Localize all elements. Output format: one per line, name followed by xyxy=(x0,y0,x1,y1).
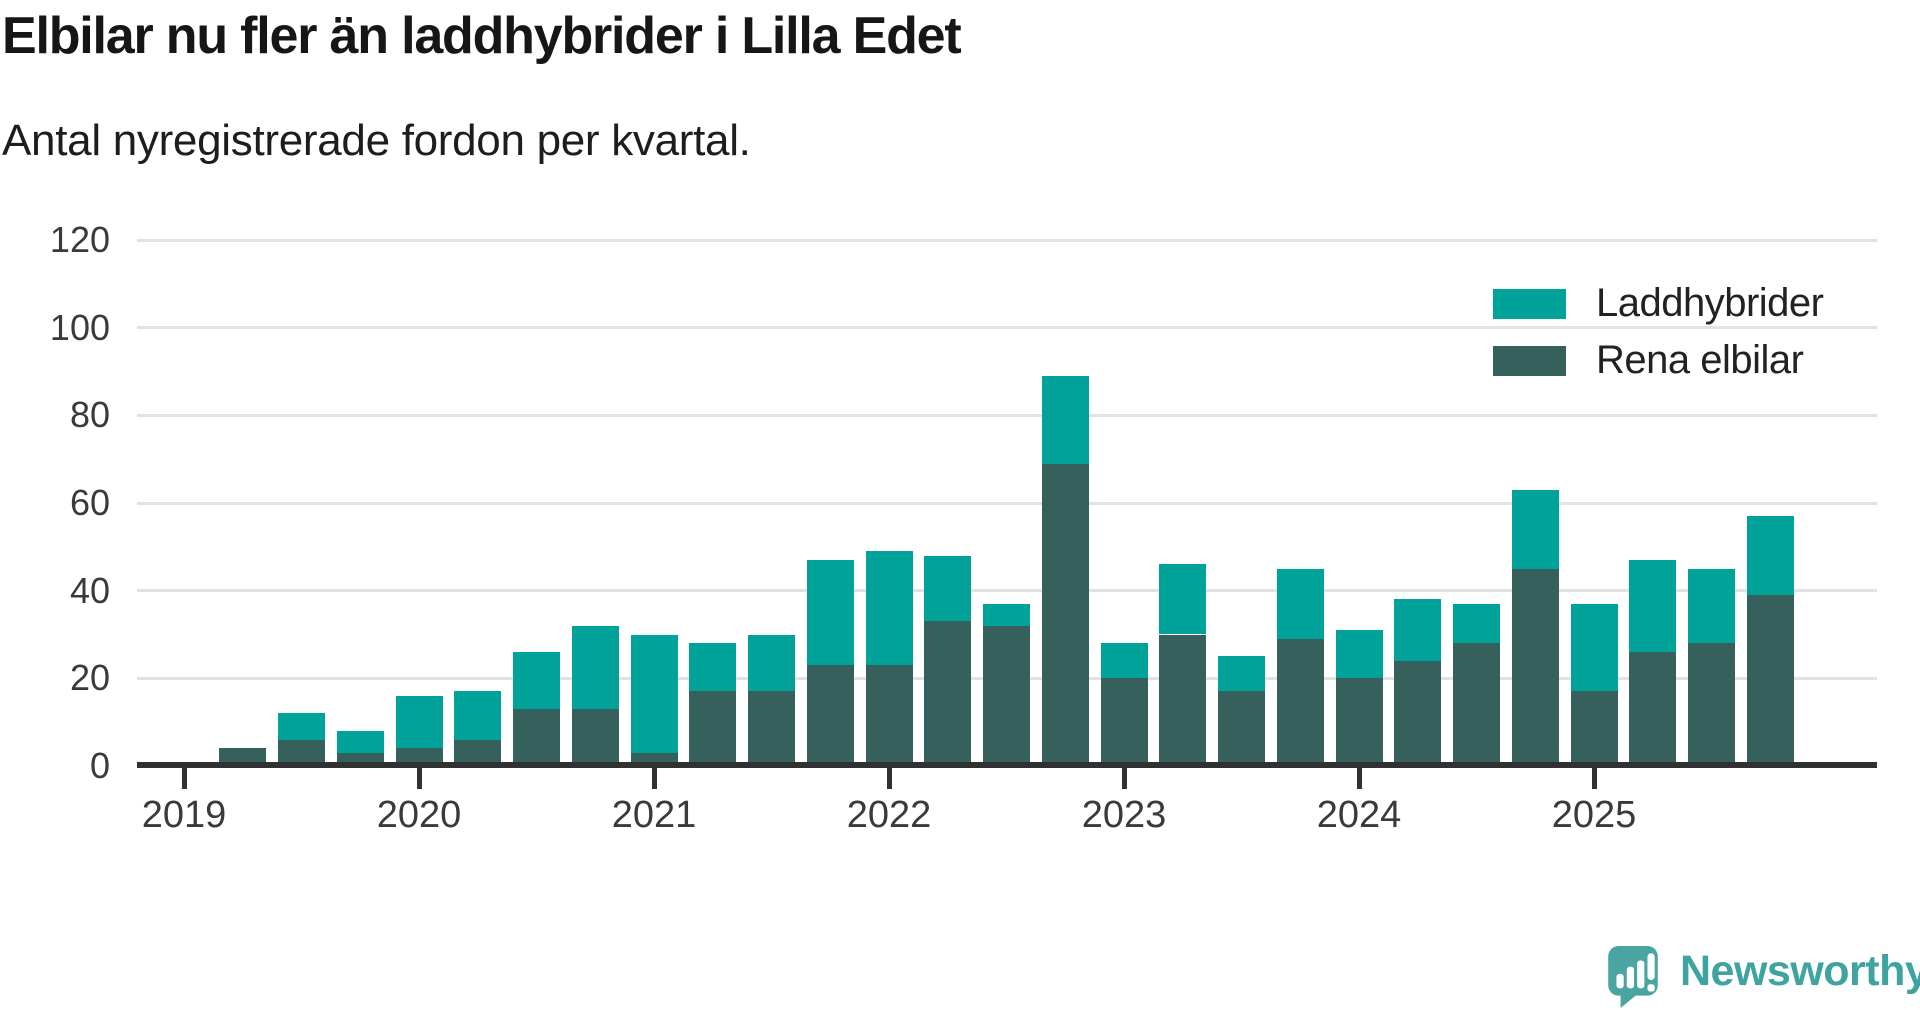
bar-segment-2022-Q2-laddhybrider xyxy=(924,555,972,622)
bar-segment-2024-Q1-rena-elbilar xyxy=(1335,678,1383,766)
gridline-y-120 xyxy=(137,238,1877,242)
bar-segment-2020-Q3-rena-elbilar xyxy=(513,709,560,766)
bar-segment-2019-Q3-rena-elbilar xyxy=(278,739,325,766)
legend-item-rena-elbilar: Rena elbilar xyxy=(1493,338,1804,383)
bar-segment-2025-Q1-rena-elbilar xyxy=(1570,691,1618,766)
x-axis-label-2024: 2024 xyxy=(1316,794,1402,836)
bar-segment-2019-Q2-rena-elbilar xyxy=(219,748,267,766)
y-axis-label-40: 40 xyxy=(69,569,110,611)
bar-segment-2022-Q1-rena-elbilar xyxy=(865,665,913,766)
plot-area xyxy=(137,238,1877,768)
y-axis-label-120: 120 xyxy=(49,219,110,260)
y-axis-label-80: 80 xyxy=(69,394,110,436)
bar-segment-2025-Q2-rena-elbilar xyxy=(1629,652,1677,766)
x-axis-line xyxy=(137,762,1877,768)
bar-segment-2021-Q3-laddhybrider xyxy=(748,634,795,692)
x-axis-label-2020: 2020 xyxy=(376,794,462,836)
y-axis-label-60: 60 xyxy=(69,482,110,523)
bar-segment-2023-Q4-laddhybrider xyxy=(1276,568,1324,639)
bar-segment-2022-Q3-laddhybrider xyxy=(983,603,1030,626)
legend-label-rena-elbilar: Rena elbilar xyxy=(1596,338,1804,382)
newsworthy-logo-text: Newsworthy xyxy=(1680,947,1920,995)
bar-segment-2022-Q4-rena-elbilar xyxy=(1041,463,1089,766)
bar-segment-2019-Q3-laddhybrider xyxy=(278,713,325,740)
y-axis-label-0: 0 xyxy=(89,745,110,786)
bar-segment-2020-Q4-rena-elbilar xyxy=(571,709,619,766)
x-axis-tick-2025 xyxy=(1591,768,1597,789)
bar-segment-2023-Q1-rena-elbilar xyxy=(1100,678,1148,766)
bar-segment-2025-Q1-laddhybrider xyxy=(1570,603,1618,692)
bar-segment-2020-Q1-rena-elbilar xyxy=(395,748,443,766)
bar-segment-2020-Q1-laddhybrider xyxy=(395,695,443,749)
bar-segment-2021-Q4-laddhybrider xyxy=(806,559,854,666)
bar-segment-2022-Q4-laddhybrider xyxy=(1041,375,1089,464)
bar-segment-2021-Q1-laddhybrider xyxy=(630,634,678,753)
bar-segment-2021-Q2-laddhybrider xyxy=(689,643,737,692)
gridline-y-40 xyxy=(137,589,1877,593)
bar-segment-2020-Q3-laddhybrider xyxy=(513,652,560,709)
bar-segment-2022-Q2-rena-elbilar xyxy=(924,621,972,766)
bar-segment-2023-Q2-rena-elbilar xyxy=(1159,634,1207,766)
newsworthy-logo-icon xyxy=(1608,946,1658,1008)
x-axis-label-2019: 2019 xyxy=(141,794,227,836)
bar-segment-2024-Q4-laddhybrider xyxy=(1511,489,1559,569)
y-axis-label-20: 20 xyxy=(69,657,110,699)
x-axis-tick-2021 xyxy=(651,768,657,789)
bar-segment-2021-Q3-rena-elbilar xyxy=(748,691,795,766)
bar-segment-2023-Q4-rena-elbilar xyxy=(1276,638,1324,766)
bar-segment-2025-Q3-rena-elbilar xyxy=(1688,643,1735,766)
bar-segment-2025-Q4-laddhybrider xyxy=(1746,516,1794,596)
bar-segment-2024-Q2-rena-elbilar xyxy=(1394,660,1442,766)
chart-subtitle: Antal nyregistrerade fordon per kvartal. xyxy=(2,116,751,165)
bar-segment-2021-Q2-rena-elbilar xyxy=(689,691,737,766)
legend-swatch-laddhybrider xyxy=(1493,288,1566,319)
bar-segment-2023-Q3-rena-elbilar xyxy=(1218,691,1265,766)
legend-item-laddhybrider: Laddhybrider xyxy=(1493,281,1824,326)
bar-segment-2025-Q2-laddhybrider xyxy=(1629,559,1677,653)
gridline-y-80 xyxy=(137,413,1877,417)
bar-segment-2019-Q4-laddhybrider xyxy=(336,730,384,753)
bar-segment-2025-Q4-rena-elbilar xyxy=(1746,595,1794,766)
bar-segment-2024-Q3-laddhybrider xyxy=(1453,603,1500,644)
bar-segment-2024-Q1-laddhybrider xyxy=(1335,630,1383,679)
x-axis-tick-2019 xyxy=(181,768,187,789)
gridline-y-60 xyxy=(137,501,1877,505)
y-axis-label-100: 100 xyxy=(49,306,110,348)
x-axis-tick-2020 xyxy=(416,768,422,789)
bar-segment-2024-Q2-laddhybrider xyxy=(1394,599,1442,661)
newsworthy-logo: Newsworthy xyxy=(1608,946,1920,1008)
bar-segment-2024-Q3-rena-elbilar xyxy=(1453,643,1500,766)
bar-segment-2022-Q3-rena-elbilar xyxy=(983,625,1030,766)
gridline-y-100 xyxy=(137,326,1877,330)
x-axis-label-2021: 2021 xyxy=(611,794,697,836)
bar-segment-2020-Q2-laddhybrider xyxy=(454,691,502,740)
bar-segment-2025-Q3-laddhybrider xyxy=(1688,568,1735,644)
bar-segment-2023-Q3-laddhybrider xyxy=(1218,656,1265,692)
x-axis-tick-2024 xyxy=(1356,768,1362,789)
bar-segment-2020-Q2-rena-elbilar xyxy=(454,739,502,766)
bar-segment-2021-Q4-rena-elbilar xyxy=(806,665,854,766)
bar-segment-2023-Q2-laddhybrider xyxy=(1159,564,1207,635)
x-axis-label-2022: 2022 xyxy=(846,794,932,836)
x-axis-tick-2022 xyxy=(886,768,892,789)
bar-segment-2020-Q4-laddhybrider xyxy=(571,625,619,709)
x-axis-label-2023: 2023 xyxy=(1081,794,1167,836)
legend-swatch-rena-elbilar xyxy=(1493,345,1566,376)
x-axis-tick-2023 xyxy=(1121,768,1127,789)
bar-segment-2022-Q1-laddhybrider xyxy=(865,551,913,666)
x-axis-label-2025: 2025 xyxy=(1551,794,1637,836)
bar-segment-2024-Q4-rena-elbilar xyxy=(1511,568,1559,766)
chart-title: Elbilar nu fler än laddhybrider i Lilla … xyxy=(2,7,962,65)
bar-segment-2023-Q1-laddhybrider xyxy=(1100,643,1148,679)
legend-label-laddhybrider: Laddhybrider xyxy=(1596,281,1824,325)
